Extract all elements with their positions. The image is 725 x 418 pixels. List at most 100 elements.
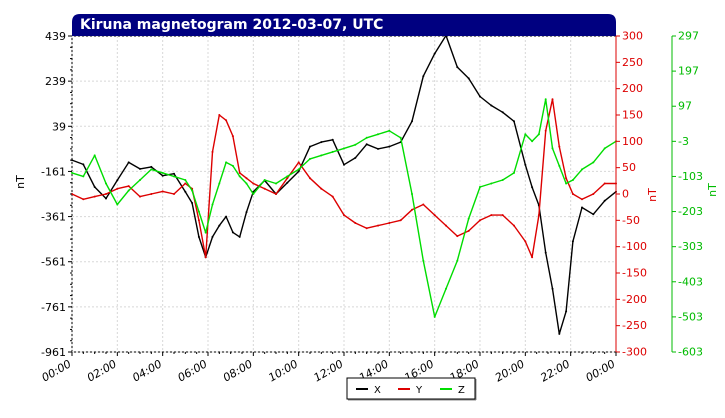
data-point-y	[309, 177, 311, 180]
x-tick-label: 06:00	[176, 357, 210, 384]
data-point-y	[456, 235, 459, 238]
data-point-y	[93, 195, 96, 198]
data-point-x	[320, 141, 323, 144]
data-point-z	[197, 210, 200, 213]
right-y-tick-label: -150	[622, 267, 647, 280]
data-point-z	[479, 186, 481, 188]
data-point-y	[399, 219, 402, 222]
data-point-y	[225, 119, 228, 122]
data-point-x	[365, 143, 368, 146]
data-point-z	[490, 182, 493, 185]
data-point-y	[161, 190, 164, 193]
right-y-tick-label: 50	[622, 161, 636, 174]
right-y-tick-label: 200	[622, 82, 643, 95]
right-y-tick-label: -200	[622, 293, 647, 306]
data-point-x	[127, 161, 130, 164]
data-point-z	[231, 164, 234, 167]
data-point-z	[377, 133, 379, 136]
data-point-x	[161, 174, 164, 177]
left-tick-label: 39	[52, 120, 66, 133]
data-point-z	[93, 154, 96, 157]
data-point-y	[238, 171, 241, 174]
right-z-tick-label: 197	[678, 65, 699, 78]
data-point-x	[297, 170, 300, 173]
data-point-x	[238, 235, 241, 238]
data-point-x	[524, 163, 527, 166]
data-point-z	[456, 259, 459, 262]
data-point-x	[225, 215, 228, 218]
x-tick-label: 02:00	[85, 357, 119, 384]
data-point-z	[501, 179, 504, 181]
data-point-y	[354, 222, 357, 224]
data-point-y	[571, 193, 574, 195]
data-point-x	[116, 179, 119, 182]
right-z-tick-label: -303	[678, 240, 703, 253]
data-point-z	[445, 287, 447, 290]
data-point-x	[544, 251, 547, 254]
data-point-y	[377, 224, 379, 227]
legend-box	[346, 377, 476, 400]
data-point-y	[116, 187, 119, 190]
data-point-z	[558, 164, 561, 167]
data-point-x	[105, 197, 107, 200]
data-point-y	[245, 177, 248, 180]
right-axis-y-label: nT	[646, 188, 659, 202]
data-point-x	[245, 211, 248, 214]
right-z-tick-label: -503	[678, 310, 703, 323]
left-tick-label: 439	[45, 30, 66, 43]
title-bar	[72, 14, 616, 36]
data-point-y	[565, 177, 568, 180]
data-point-z	[411, 193, 413, 195]
data-point-x	[184, 190, 187, 193]
data-point-z	[211, 203, 214, 206]
data-point-z	[433, 315, 436, 318]
data-point-z	[173, 175, 175, 178]
data-point-x	[531, 186, 534, 189]
data-point-z	[603, 147, 606, 150]
legend-label-z: Z	[458, 385, 465, 396]
data-point-x	[456, 66, 459, 69]
data-point-y	[544, 129, 547, 132]
data-point-z	[286, 175, 289, 178]
data-point-x	[422, 75, 425, 78]
data-point-y	[252, 182, 255, 185]
data-point-x	[150, 165, 153, 168]
data-point-z	[184, 179, 187, 181]
right-y-tick-label: 0	[622, 188, 629, 201]
data-point-y	[211, 150, 214, 153]
data-point-x	[343, 163, 345, 166]
data-point-z	[592, 161, 595, 164]
data-point-x	[467, 77, 470, 80]
data-point-y	[331, 195, 334, 198]
x-tick-label: 10:00	[266, 357, 300, 384]
series-y	[71, 98, 617, 259]
right-axis-z-label: nT	[706, 183, 719, 197]
data-point-y	[581, 198, 583, 201]
data-point-x	[218, 224, 221, 227]
data-point-z	[388, 129, 391, 132]
data-point-y	[197, 219, 200, 222]
data-point-y	[501, 214, 504, 217]
data-point-z	[467, 217, 470, 220]
data-point-y	[150, 193, 153, 195]
right-y-tick-label: -100	[622, 240, 647, 253]
data-point-y	[558, 145, 561, 148]
data-point-x	[139, 167, 141, 170]
data-point-y	[388, 222, 391, 224]
data-point-z	[544, 98, 547, 101]
data-point-x	[309, 145, 311, 148]
data-point-y	[263, 187, 266, 190]
data-point-z	[116, 203, 119, 206]
right-z-tick-label: -203	[678, 205, 703, 218]
data-point-z	[309, 157, 311, 160]
data-point-z	[191, 189, 194, 192]
x-tick-label: 04:00	[130, 357, 164, 384]
data-point-z	[551, 147, 554, 150]
legend-label-x: X	[374, 385, 381, 396]
data-point-z	[399, 136, 402, 139]
data-point-y	[531, 256, 534, 259]
left-tick-label: 239	[45, 75, 66, 88]
data-point-y	[127, 185, 130, 188]
